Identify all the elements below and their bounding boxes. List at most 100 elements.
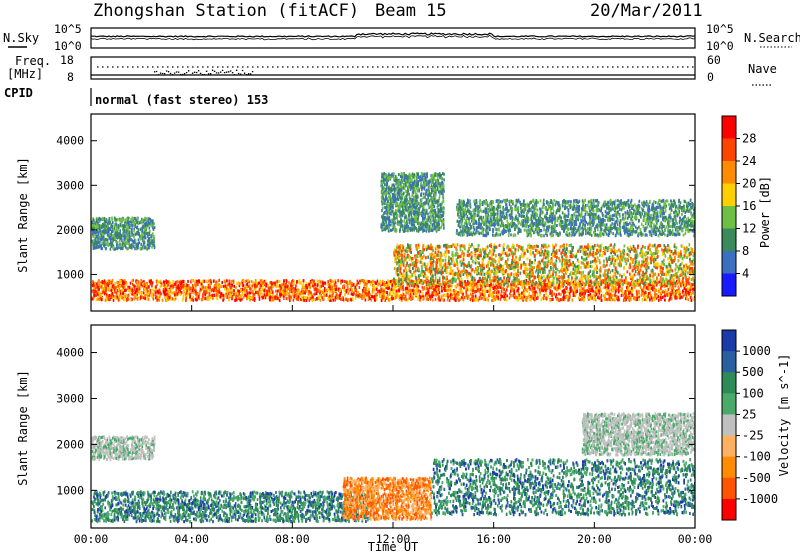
power-cell xyxy=(192,287,194,290)
power-cell xyxy=(643,288,645,291)
power-cell xyxy=(480,285,482,288)
power-cell xyxy=(102,291,104,294)
power-cell xyxy=(386,291,388,294)
power-cell xyxy=(129,226,131,229)
power-cell xyxy=(545,289,547,292)
power-cell xyxy=(525,298,527,301)
power-cell xyxy=(354,286,356,289)
power-cell xyxy=(376,298,378,301)
power-cell xyxy=(658,290,660,293)
power-cell xyxy=(679,296,681,299)
power-cell xyxy=(205,297,207,300)
power-cell xyxy=(329,295,331,298)
power-cell xyxy=(644,292,646,295)
power-cell xyxy=(243,296,245,299)
power-cell xyxy=(470,286,472,289)
power-cell xyxy=(290,296,292,299)
power-cell xyxy=(324,282,326,285)
station-title: Zhongshan Station (fitACF) xyxy=(93,1,359,21)
power-cell xyxy=(393,288,395,291)
freq-left-label-1: Freq. xyxy=(15,54,51,68)
power-cell xyxy=(560,298,562,301)
power-cell xyxy=(209,286,211,289)
power-cell xyxy=(369,297,371,300)
power-cell xyxy=(261,282,263,285)
power-cell xyxy=(247,279,249,282)
power-cell xyxy=(615,286,617,289)
power-cell xyxy=(271,286,273,289)
power-cell xyxy=(436,288,438,291)
power-cell xyxy=(592,290,594,293)
power-cell xyxy=(606,298,608,301)
power-cell xyxy=(459,298,461,301)
power-cell xyxy=(127,298,129,301)
power-cell xyxy=(219,285,221,288)
power-cell xyxy=(464,296,466,299)
power-cell xyxy=(581,297,583,300)
power-cell xyxy=(131,298,133,301)
power-cell xyxy=(651,287,653,290)
power-cell xyxy=(217,294,219,297)
power-cell xyxy=(255,285,257,288)
power-cell xyxy=(601,299,603,302)
power-cell xyxy=(164,281,166,284)
power-cell xyxy=(317,284,319,287)
power-cell xyxy=(390,280,392,283)
power-cell xyxy=(267,284,269,287)
power-cell xyxy=(558,293,560,296)
power-cell xyxy=(111,289,113,292)
power-cell xyxy=(559,298,561,301)
power-cell xyxy=(398,289,400,292)
power-cell xyxy=(356,283,358,286)
power-cell xyxy=(323,296,325,299)
power-cell xyxy=(357,291,359,294)
power-cell xyxy=(112,242,114,245)
power-cell xyxy=(276,284,278,287)
power-cell xyxy=(111,281,113,284)
power-cell xyxy=(204,280,206,283)
power-cell xyxy=(256,291,258,294)
power-cell xyxy=(454,297,456,300)
power-cell xyxy=(296,298,298,301)
power-cell xyxy=(549,292,551,295)
power-cell xyxy=(302,291,304,294)
power-cell xyxy=(142,230,144,233)
power-cell xyxy=(239,282,241,285)
power-cell xyxy=(410,298,412,301)
power-cell xyxy=(520,295,522,298)
power-cell xyxy=(665,289,667,292)
power-cell xyxy=(392,291,394,294)
power-cell xyxy=(112,292,114,295)
power-cell xyxy=(299,279,301,282)
power-cell xyxy=(682,290,684,293)
power-cell xyxy=(295,287,297,290)
power-cell xyxy=(193,291,195,294)
power-cell xyxy=(670,296,672,299)
power-cell xyxy=(240,289,242,292)
power-cell xyxy=(589,289,591,292)
power-cell xyxy=(298,295,300,298)
power-cell xyxy=(303,279,305,282)
power-cell xyxy=(365,299,367,302)
power-cell xyxy=(327,280,329,283)
power-cell xyxy=(576,290,578,293)
power-cell xyxy=(186,287,188,290)
power-cell xyxy=(640,286,642,289)
power-cell xyxy=(278,285,280,288)
power-cell xyxy=(144,231,146,234)
power-cell xyxy=(542,297,544,300)
power-cell xyxy=(398,295,400,298)
power-cell xyxy=(116,223,118,226)
power-cell xyxy=(140,283,142,286)
nave-tick-top: 60 xyxy=(707,53,721,67)
power-cell xyxy=(159,289,161,292)
power-cell xyxy=(610,293,612,296)
power-cell xyxy=(475,299,477,302)
power-cell xyxy=(312,299,314,302)
power-cell xyxy=(303,299,305,302)
power-cell xyxy=(120,296,122,299)
power-cell xyxy=(202,286,204,289)
power-cell xyxy=(176,288,178,291)
power-cell xyxy=(496,295,498,298)
power-cell xyxy=(292,287,294,290)
